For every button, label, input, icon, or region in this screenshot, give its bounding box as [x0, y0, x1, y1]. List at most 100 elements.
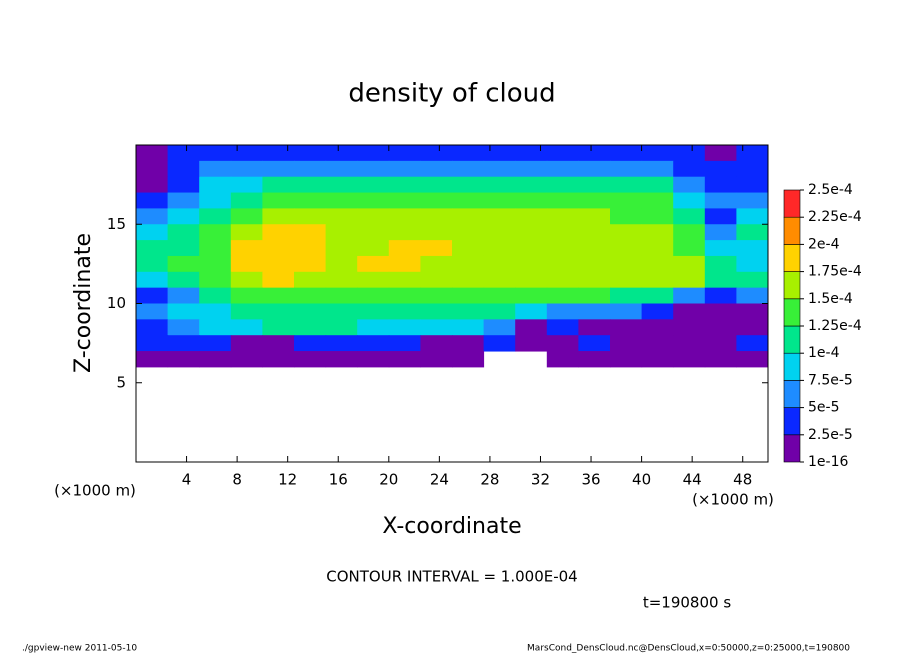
- field-cell: [578, 335, 611, 352]
- x-tick-label: 32: [531, 471, 550, 489]
- field-cell: [610, 319, 643, 336]
- field-cell: [610, 208, 643, 225]
- field-cell: [325, 240, 358, 257]
- field-cell: [452, 192, 485, 209]
- field-cell: [578, 303, 611, 320]
- field-cell: [388, 271, 421, 289]
- field-cell: [452, 271, 485, 289]
- field-cell: [294, 208, 327, 225]
- field-cell: [325, 319, 358, 336]
- field-cell: [610, 145, 643, 162]
- field-cell: [673, 208, 706, 225]
- field-cell: [136, 192, 169, 209]
- field-cell: [167, 240, 200, 257]
- field-cell: [578, 208, 611, 225]
- chart-title: density of cloud: [348, 79, 555, 109]
- field-cell: [136, 240, 169, 257]
- field-cell: [546, 224, 579, 241]
- field-cell: [515, 240, 548, 257]
- field-cell: [483, 145, 516, 162]
- field-cell: [136, 351, 169, 368]
- field-cell: [262, 145, 295, 162]
- field-cell: [515, 303, 548, 320]
- field-cell: [736, 303, 769, 320]
- field-cell: [641, 271, 674, 289]
- field-cell: [167, 351, 200, 368]
- field-cell: [546, 255, 579, 273]
- field-cell: [736, 351, 769, 368]
- field-cell: [262, 224, 295, 241]
- field-cell: [704, 335, 737, 352]
- colorbar-label: 2.25e-4: [808, 209, 862, 225]
- field-cell: [357, 240, 390, 257]
- field-cell: [483, 176, 516, 194]
- field-cell: [420, 224, 453, 241]
- x-tick-label: 16: [329, 471, 348, 489]
- field-cell: [199, 145, 232, 162]
- field-cell: [420, 160, 453, 178]
- field-cell: [136, 335, 169, 352]
- field-cell: [294, 176, 327, 194]
- field-cell: [325, 335, 358, 352]
- field-cell: [673, 255, 706, 273]
- field-cell: [230, 176, 263, 194]
- field-cell: [388, 160, 421, 178]
- field-cell: [736, 335, 769, 352]
- footer-right: MarsCond_DensCloud.nc@DensCloud,x=0:5000…: [527, 644, 850, 654]
- field-cell: [230, 255, 263, 273]
- colorbar-box: [783, 189, 801, 218]
- field-cell: [704, 287, 737, 304]
- field-cell: [167, 287, 200, 304]
- field-cell: [136, 176, 169, 194]
- field-cell: [325, 192, 358, 209]
- field-cell: [515, 224, 548, 241]
- field-cell: [673, 303, 706, 320]
- field-cell: [546, 176, 579, 194]
- field-cell: [262, 287, 295, 304]
- field-cell: [294, 335, 327, 352]
- field-cell: [262, 335, 295, 352]
- field-cell: [515, 176, 548, 194]
- field-cell: [136, 224, 169, 241]
- field-cell: [167, 319, 200, 336]
- field-cell: [704, 208, 737, 225]
- field-cell: [388, 192, 421, 209]
- field-cell: [736, 145, 769, 162]
- x-tick-label: 20: [379, 471, 398, 489]
- field-cell: [483, 287, 516, 304]
- field-cell: [262, 351, 295, 368]
- time-note: t=190800 s: [643, 594, 731, 612]
- colorbar-box: [783, 271, 801, 300]
- field-cell: [388, 351, 421, 368]
- field-cell: [673, 319, 706, 336]
- field-cell: [483, 303, 516, 320]
- field-cell: [167, 160, 200, 178]
- x-tick-label: 28: [480, 471, 499, 489]
- field-cell: [641, 240, 674, 257]
- field-cell: [704, 145, 737, 162]
- field-cell: [578, 145, 611, 162]
- field-cell: [262, 192, 295, 209]
- field-cell: [578, 176, 611, 194]
- field-cell: [578, 351, 611, 368]
- field-cell: [136, 271, 169, 289]
- field-cell: [388, 145, 421, 162]
- field-cell: [515, 319, 548, 336]
- field-cell: [230, 240, 263, 257]
- field-cell: [610, 240, 643, 257]
- field-cell: [736, 287, 769, 304]
- field-cell: [641, 335, 674, 352]
- field-cell: [262, 319, 295, 336]
- field-cell: [610, 160, 643, 178]
- x-axis-label: X-coordinate: [382, 514, 521, 539]
- x-tick-label: 48: [733, 471, 752, 489]
- field-cell: [704, 319, 737, 336]
- field-cell: [388, 176, 421, 194]
- field-cell: [325, 145, 358, 162]
- field-cell: [230, 160, 263, 178]
- field-cell: [357, 303, 390, 320]
- y-axis-label: Z-coordinate: [71, 233, 96, 373]
- field-cell: [230, 335, 263, 352]
- field-cell: [420, 192, 453, 209]
- field-cell: [230, 271, 263, 289]
